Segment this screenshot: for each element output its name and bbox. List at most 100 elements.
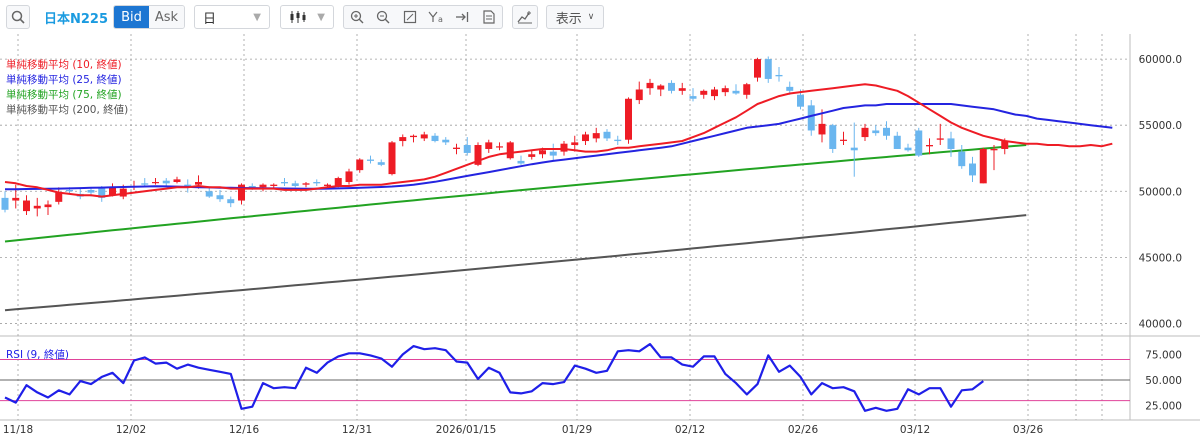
candle-body xyxy=(861,127,869,138)
x-tick-label: 02/12 xyxy=(675,424,705,436)
candle-body xyxy=(463,145,471,153)
display-label: 表示 xyxy=(555,11,582,27)
candle-body xyxy=(926,145,933,147)
x-tick-label: 12/16 xyxy=(229,424,260,436)
display-button[interactable]: 表示 ∨ xyxy=(546,5,604,29)
x-tick-label: 03/12 xyxy=(900,424,930,436)
candle-body xyxy=(227,199,235,204)
candle-body xyxy=(281,182,288,184)
candle-body xyxy=(474,145,482,165)
candle-body xyxy=(324,184,331,186)
y-tick-label: 40000.0 xyxy=(1139,318,1182,330)
candle-body xyxy=(205,191,213,197)
zoom-out-icon[interactable] xyxy=(370,6,396,28)
candle-body xyxy=(173,179,181,183)
candle-body xyxy=(496,146,503,148)
rsi-line xyxy=(4,343,984,412)
candle-body xyxy=(195,182,202,185)
candle-body xyxy=(270,184,278,186)
candle-body xyxy=(44,204,52,208)
grid xyxy=(0,34,1200,421)
bid-ask-toggle: Bid Ask xyxy=(113,5,185,29)
candle-body xyxy=(592,133,600,139)
candle-body xyxy=(689,96,697,99)
candle-body xyxy=(420,134,428,139)
ask-button[interactable]: Ask xyxy=(149,6,184,28)
candlestick-icon xyxy=(290,11,306,23)
candle-body xyxy=(334,178,342,186)
search-icon xyxy=(11,10,25,24)
candle-body xyxy=(410,135,417,138)
period-select[interactable]: 日 ▼ xyxy=(194,5,270,29)
period-value: 日 xyxy=(203,11,217,27)
arrow-tool-icon[interactable] xyxy=(449,6,475,28)
x-tick-label: 12/31 xyxy=(342,424,372,436)
document-icon[interactable] xyxy=(476,6,502,28)
candle-body xyxy=(119,188,127,197)
legend-entry: 単純移動平均 (200, 終値) xyxy=(6,103,128,116)
indicator-button[interactable] xyxy=(512,5,538,29)
candle-body xyxy=(453,147,460,149)
candle-body xyxy=(539,150,546,155)
x-tick-label: 02/26 xyxy=(788,424,819,436)
fit-icon[interactable] xyxy=(397,6,423,28)
candle-body xyxy=(721,88,729,93)
candle-body xyxy=(87,189,95,193)
ma25-line xyxy=(4,103,1113,191)
candle-body xyxy=(517,160,525,164)
candle-body xyxy=(442,139,450,143)
candle-body xyxy=(528,154,536,157)
x-tick-label: 2026/01/15 xyxy=(436,424,497,436)
candle-body xyxy=(1,197,9,210)
rsi-tick-label: 50.000 xyxy=(1145,375,1182,387)
candle-body xyxy=(345,171,353,183)
candle-body xyxy=(571,142,579,146)
chart-type-select[interactable]: ▼ xyxy=(280,5,334,29)
candle-body xyxy=(936,138,944,140)
candle-body xyxy=(829,125,837,149)
candle-body xyxy=(904,147,912,151)
candle-body xyxy=(893,135,901,149)
candle-body xyxy=(33,205,41,209)
legend-entry: 単純移動平均 (10, 終値) xyxy=(6,58,122,71)
ma10-line xyxy=(4,83,1113,198)
candle-body xyxy=(786,86,794,91)
search-button[interactable] xyxy=(6,5,30,29)
candle-body xyxy=(668,82,675,91)
chart-area[interactable]: 40000.0 45000.0 50000.0 55000.0 60000.0 11/18… xyxy=(0,34,1200,438)
candle-body xyxy=(646,82,654,89)
candle-body xyxy=(635,89,643,101)
x-tick-label: 11/18 xyxy=(3,424,33,436)
candle-body xyxy=(979,148,987,184)
candle-body xyxy=(549,151,557,156)
candle-body xyxy=(367,159,374,161)
legend-entry: 単純移動平均 (75, 終値) xyxy=(6,88,122,101)
candle-body xyxy=(711,89,718,97)
candle-body xyxy=(313,182,321,184)
candle-body xyxy=(259,184,267,188)
bid-button[interactable]: Bid xyxy=(114,6,149,28)
text-tool-icon[interactable]: a xyxy=(423,6,449,28)
candle-body xyxy=(216,195,224,200)
zoom-in-icon[interactable] xyxy=(344,6,370,28)
candle-body xyxy=(743,84,751,95)
x-tick-label: 01/29 xyxy=(562,424,592,436)
rsi-tick-label: 75.000 xyxy=(1145,349,1182,361)
candle-body xyxy=(754,59,761,78)
y-tick-label: 50000.0 xyxy=(1139,186,1182,198)
candle-body xyxy=(302,183,310,185)
candle-body xyxy=(431,135,439,142)
toolbar: 日本N225 Bid Ask 日 ▼ ▼ a 表示 ∨ xyxy=(0,0,1200,34)
svg-text:a: a xyxy=(438,15,443,24)
candle-body xyxy=(141,183,149,185)
symbol-label[interactable]: 日本N225 xyxy=(44,11,109,27)
candle-body xyxy=(356,159,364,171)
candle-body xyxy=(377,162,385,165)
ma75-line xyxy=(4,144,1027,243)
candle-body xyxy=(506,142,514,159)
candle-body xyxy=(818,123,826,135)
candle-body xyxy=(883,127,890,136)
rsi-panel xyxy=(0,343,1130,412)
candle-body xyxy=(969,163,976,176)
candle-body xyxy=(807,105,815,131)
